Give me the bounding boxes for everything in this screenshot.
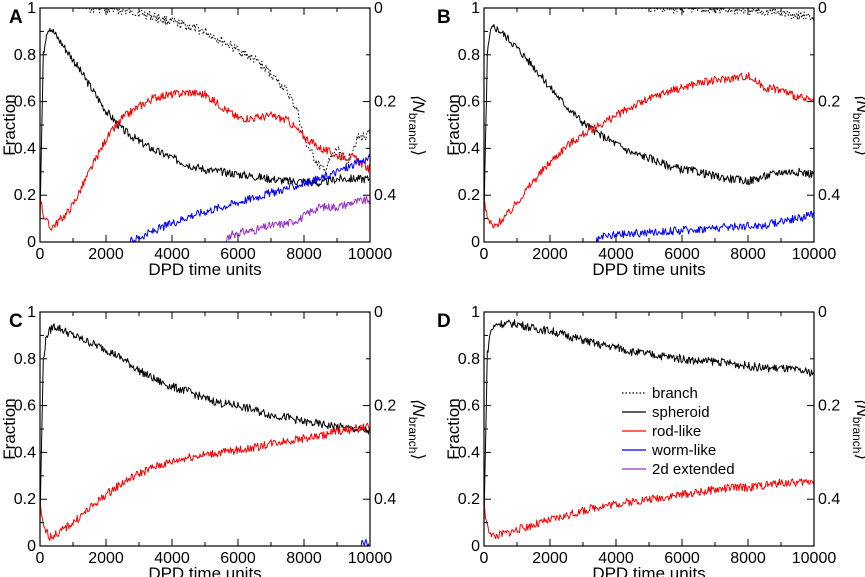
x-tick-label: 2000 [532, 246, 568, 263]
y-tick-label: 0.6 [14, 94, 36, 111]
legend-label-rod-like: rod-like [652, 423, 701, 440]
y-axis-title: Fraction [0, 94, 19, 155]
x-tick-label: 0 [480, 550, 489, 567]
x-tick-label: 8000 [286, 246, 322, 263]
y-right-tick-label: 0.2 [374, 398, 396, 415]
x-tick-label: 6000 [220, 246, 256, 263]
x-tick-label: 8000 [730, 550, 766, 567]
y-tick-label: 1 [471, 304, 480, 321]
legend-label-branch: branch [652, 385, 698, 402]
y-tick-label: 0.4 [458, 140, 480, 157]
x-tick-label: 4000 [598, 550, 634, 567]
y-right-tick-label: 0.2 [818, 398, 840, 415]
y-tick-label: 0.6 [458, 94, 480, 111]
y-tick-label: 1 [27, 304, 36, 321]
x-tick-label: 10000 [348, 550, 393, 567]
panel-letter-A: A [9, 7, 23, 28]
x-axis-title: DPD time units [148, 260, 261, 279]
y-tick-label: 1 [27, 0, 36, 17]
series-worm-like-line-A [40, 154, 370, 242]
panel-letter-D: D [437, 311, 451, 332]
y-tick-label: 0 [27, 234, 36, 251]
y-tick-label: 0.4 [458, 444, 480, 461]
x-tick-label: 10000 [348, 246, 393, 263]
series-rod-like-line-C [40, 422, 370, 542]
y-right-tick-label: 0.4 [374, 491, 396, 508]
x-tick-label: 2000 [532, 550, 568, 567]
y-tick-label: 0.8 [458, 47, 480, 64]
panel-letter-B: B [437, 7, 451, 28]
y-right-axis-title: ⟨Nbranch⟩ [850, 94, 865, 156]
y-tick-label: 0.2 [458, 491, 480, 508]
y-right-tick-label: 0.2 [818, 94, 840, 111]
y-axis-title: Fraction [444, 398, 463, 459]
x-tick-label: 0 [36, 246, 45, 263]
y-axis-title: Fraction [444, 94, 463, 155]
x-tick-label: 2000 [88, 550, 124, 567]
x-axis-title: DPD time units [148, 564, 261, 577]
x-tick-label: 4000 [598, 246, 634, 263]
x-tick-label: 4000 [154, 550, 190, 567]
y-axis-title: Fraction [0, 398, 19, 459]
y-right-axis-title: ⟨Nbranch⟩ [406, 94, 428, 156]
y-right-tick-label: 0.4 [818, 491, 840, 508]
y-tick-label: 0.8 [14, 351, 36, 368]
y-tick-label: 0.8 [14, 47, 36, 64]
y-tick-label: 0.8 [458, 351, 480, 368]
x-tick-label: 0 [36, 550, 45, 567]
y-right-axis-title: ⟨Nbranch⟩ [850, 398, 865, 460]
y-tick-label: 0.6 [14, 398, 36, 415]
x-tick-label: 6000 [220, 550, 256, 567]
series-branch-line-B [484, 8, 814, 22]
x-tick-label: 8000 [730, 246, 766, 263]
x-tick-label: 8000 [286, 550, 322, 567]
x-tick-label: 6000 [664, 550, 700, 567]
legend-label-2d-extended: 2d extended [652, 461, 735, 478]
x-axis-title: DPD time units [592, 260, 705, 279]
y-right-tick-label: 0 [818, 304, 827, 321]
y-tick-label: 0.2 [14, 187, 36, 204]
x-axis-title: DPD time units [592, 564, 705, 577]
x-tick-label: 10000 [792, 550, 837, 567]
y-right-tick-label: 0.4 [374, 187, 396, 204]
y-right-tick-label: 0.2 [374, 94, 396, 111]
y-tick-label: 0.4 [14, 444, 36, 461]
legend-label-spheroid: spheroid [652, 404, 710, 421]
y-right-tick-label: 0 [374, 304, 383, 321]
x-tick-label: 10000 [792, 246, 837, 263]
x-tick-label: 4000 [154, 246, 190, 263]
y-tick-label: 0.6 [458, 398, 480, 415]
y-tick-label: 0 [27, 538, 36, 555]
plot-frame-D [483, 311, 815, 547]
y-tick-label: 0 [471, 538, 480, 555]
y-right-tick-label: 0 [818, 0, 827, 17]
x-tick-label: 0 [480, 246, 489, 263]
y-tick-label: 0 [471, 234, 480, 251]
y-tick-label: 0.2 [458, 187, 480, 204]
y-tick-label: 0.2 [14, 491, 36, 508]
y-right-tick-label: 0 [374, 0, 383, 17]
y-right-tick-label: 0.4 [818, 187, 840, 204]
series-worm-like-line-B [484, 210, 814, 242]
series-spheroid-line-B [484, 24, 814, 218]
series-rod-like-line-B [484, 72, 814, 229]
y-tick-label: 0.4 [14, 140, 36, 157]
series-spheroid-line-D [484, 319, 814, 522]
y-tick-label: 1 [471, 0, 480, 17]
series-branch-line-A [40, 8, 370, 174]
series-rod-like-line-A [40, 89, 370, 231]
y-right-axis-title: ⟨Nbranch⟩ [406, 398, 428, 460]
series-rod-like-line-D [484, 478, 814, 540]
series-spheroid-line-A [40, 28, 370, 222]
plot-frame-B [483, 7, 815, 243]
series-2d-extended-line-A [40, 195, 370, 242]
x-tick-label: 2000 [88, 246, 124, 263]
panel-letter-C: C [9, 311, 23, 332]
legend-label-worm-like: worm-like [651, 442, 716, 459]
series-spheroid-line-C [40, 323, 370, 524]
x-tick-label: 6000 [664, 246, 700, 263]
